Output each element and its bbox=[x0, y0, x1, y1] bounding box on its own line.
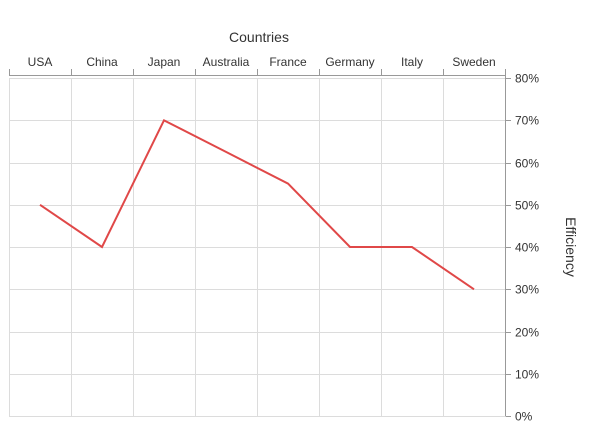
series-line bbox=[39, 118, 475, 291]
y-tick-label: 0% bbox=[515, 410, 533, 424]
x-axis-title: Countries bbox=[229, 29, 289, 45]
y-tick-label: 80% bbox=[515, 72, 539, 86]
y-tick-label: 50% bbox=[515, 199, 539, 213]
axes: USA China Japan Australia France Germany Italy… bbox=[9, 55, 539, 424]
y-tick-label: 20% bbox=[515, 326, 539, 340]
x-tick-label: Australia bbox=[203, 55, 250, 69]
grid bbox=[9, 78, 506, 417]
x-tick-label: USA bbox=[28, 55, 53, 69]
x-tick-label: Italy bbox=[401, 55, 423, 69]
y-tick-label: 60% bbox=[515, 157, 539, 171]
y-tick-label: 30% bbox=[515, 283, 539, 297]
x-tick-label: France bbox=[269, 55, 307, 69]
series bbox=[39, 118, 475, 291]
y-axis-title: Efficiency bbox=[563, 217, 579, 277]
y-tick-label: 40% bbox=[515, 241, 539, 255]
x-tick-label: Germany bbox=[325, 55, 374, 69]
y-tick-label: 70% bbox=[515, 114, 539, 128]
x-tick-label: Sweden bbox=[452, 55, 495, 69]
x-tick-label: China bbox=[86, 55, 118, 69]
x-tick-label: Japan bbox=[148, 55, 181, 69]
y-tick-label: 10% bbox=[515, 368, 539, 382]
